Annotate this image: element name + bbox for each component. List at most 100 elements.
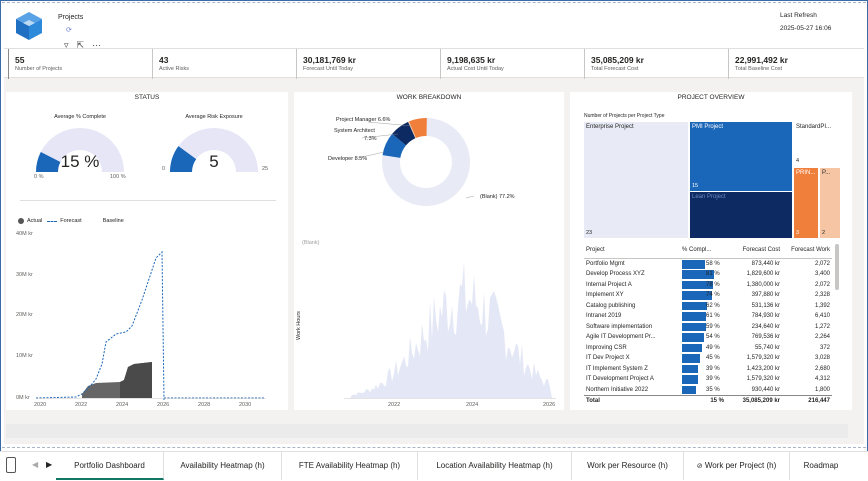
cell-percent-complete: 54 % xyxy=(680,332,726,343)
col-project[interactable]: Project xyxy=(584,244,680,259)
table-row[interactable]: Implement XY 74 % 397,880 kr 2,328 xyxy=(584,290,832,301)
treemap-p[interactable]: P... 2 xyxy=(820,168,840,238)
donut-segment-developer[interactable] xyxy=(382,133,406,158)
cell-forecast-cost: 531,136 kr xyxy=(751,302,780,309)
table-scrollbar[interactable] xyxy=(835,244,839,290)
work-breakdown-donut[interactable] xyxy=(380,116,472,208)
col-forecast-cost[interactable]: Forecast Cost xyxy=(726,244,782,259)
more-options-icon[interactable]: ⋯ xyxy=(92,40,102,50)
filter-clear-icon[interactable]: ⟳ xyxy=(66,27,72,34)
percent-text: 54 % xyxy=(706,334,720,341)
cost-over-time-chart[interactable] xyxy=(36,234,266,400)
total-label: Total xyxy=(584,394,680,407)
page-tabs-bar: ◀ ▶ Portfolio Dashboard Availability Hea… xyxy=(0,451,868,480)
cell-forecast-work: 2,072 xyxy=(814,281,830,288)
kpi-number-of-projects[interactable]: 55 Number of Projects xyxy=(8,49,118,79)
cell-percent-complete: 61 % xyxy=(680,311,726,322)
donut-label-developer: Developer 8.5% xyxy=(328,156,368,162)
gauge-min: 0 % xyxy=(34,174,44,180)
cell-project: IT Dev Project X xyxy=(586,355,630,362)
cell-forecast-work: 1,800 xyxy=(814,386,830,393)
donut-leader-lines xyxy=(357,121,475,199)
report-header: Projects ⟳ ▿ ⇱ ⋯ Last Refresh 2025-05-27… xyxy=(4,4,864,50)
donut-segment-blank[interactable] xyxy=(382,118,471,207)
treemap-enterprise-project[interactable]: Enterprise Project 23 xyxy=(584,122,688,238)
cell-project: Northern Initiative 2022 xyxy=(586,386,649,393)
treemap-pmi-project[interactable]: PMI Project 15 xyxy=(690,122,792,191)
donut-segment-project-manager[interactable] xyxy=(409,118,427,138)
projects-slicer-label[interactable]: Projects xyxy=(58,14,84,21)
cell-percent-complete: 45 % xyxy=(680,353,726,364)
percent-text: 74 % xyxy=(706,292,720,299)
cell-percent-complete: 59 % xyxy=(680,322,726,333)
kpi-actual-cost-until-today[interactable]: 9,198,635 kr Actual Cost Until Today xyxy=(440,49,580,79)
tab-roadmap[interactable]: Roadmap xyxy=(803,461,839,470)
col-forecast-work[interactable]: Forecast Work xyxy=(782,244,832,259)
legend-forecast: Forecast xyxy=(60,218,82,224)
tab-portfolio-dashboard[interactable]: Portfolio Dashboard xyxy=(56,452,164,480)
donut-segment-system-architect[interactable] xyxy=(392,121,416,146)
table-row[interactable]: Improving CSR 49 % 55,740 kr 372 xyxy=(584,343,832,354)
status-title: STATUS xyxy=(134,94,160,101)
percent-text: 61 % xyxy=(706,313,720,320)
treemap-prince[interactable]: PRIN... 3 xyxy=(794,168,818,238)
kpi-forecast-until-today[interactable]: 30,181,769 kr Forecast Until Today xyxy=(296,49,436,79)
treemap-standardpi[interactable]: StandardPI... 4 xyxy=(794,122,840,166)
tab-scroll-right-icon[interactable]: ▶ xyxy=(46,460,53,469)
treemap-title: Number of Projects per Project Type xyxy=(584,113,665,119)
kpi-value: 35,085,209 kr xyxy=(591,55,644,65)
tab-scroll-left-icon[interactable]: ◀ xyxy=(32,460,39,469)
treemap-label: Enterprise Project xyxy=(586,124,634,130)
percent-bar xyxy=(682,312,707,321)
tab-availability-heatmap[interactable]: Availability Heatmap (h) xyxy=(164,452,282,480)
kpi-row: 55 Number of Projects 43 Active Risks 30… xyxy=(4,48,864,79)
work-hours-area-chart[interactable] xyxy=(344,250,556,400)
treemap-count: 3 xyxy=(796,230,800,236)
table-row[interactable]: IT Development Project A 39 % 1,579,320 kr… xyxy=(584,374,832,385)
table-row[interactable]: Software implementation 59 % 234,640 kr 1,2… xyxy=(584,322,832,333)
tab-work-per-project[interactable]: ⊘ Work per Project (h) xyxy=(684,452,790,480)
treemap-count: 23 xyxy=(586,230,593,236)
cell-forecast-work: 1,272 xyxy=(814,323,830,330)
pages-pane-icon[interactable] xyxy=(6,457,16,473)
table-row[interactable]: Intranet 2019 61 % 784,930 kr 6,410 xyxy=(584,311,832,322)
kpi-active-risks[interactable]: 43 Active Risks xyxy=(152,49,292,79)
work-hours-area xyxy=(344,261,556,398)
table-row[interactable]: Catalog publishing 62 % 531,136 kr 1,392 xyxy=(584,301,832,312)
cell-project: IT Development Project A xyxy=(586,376,654,383)
cell-project: Intranet 2019 xyxy=(586,313,622,320)
x-tick: 2030 xyxy=(239,402,252,408)
percent-complete-gauge[interactable] xyxy=(30,124,130,174)
table-total-row: Total 15 % 35,085,209 kr 216,447 xyxy=(584,394,832,407)
treemap-count: 15 xyxy=(692,183,699,189)
tab-fte-availability-heatmap[interactable]: FTE Availability Heatmap (h) xyxy=(282,452,418,480)
table-row[interactable]: Northern Initiative 2022 35 % 930,440 kr 1,… xyxy=(584,385,832,396)
legend-actual: Actual xyxy=(27,218,43,224)
tab-location-availability-heatmap[interactable]: Location Availability Heatmap (h) xyxy=(418,452,572,480)
table-row[interactable]: Internal Project A 78 % 1,380,000 kr 2,072 xyxy=(584,280,832,291)
table-row[interactable]: Develop Process XYZ 81 % 1,829,600 kr 3,400 xyxy=(584,269,832,280)
kpi-value: 43 xyxy=(159,55,169,65)
risk-exposure-gauge[interactable] xyxy=(164,124,264,174)
work-hours-axis-label: Work Hours xyxy=(296,311,302,340)
kpi-total-baseline-cost[interactable]: 22,991,492 kr Total Baseline Cost xyxy=(728,49,858,79)
cell-forecast-work: 2,264 xyxy=(814,334,830,341)
y-tick: 10M kr xyxy=(16,353,33,359)
kpi-label: Total Baseline Cost xyxy=(735,66,783,72)
table-row[interactable]: IT Dev Project X 45 % 1,579,320 kr 3,028 xyxy=(584,353,832,364)
treemap-lean-project[interactable]: Lean Project xyxy=(690,192,792,238)
tab-work-per-resource[interactable]: Work per Resource (h) xyxy=(572,452,684,480)
table-row[interactable]: IT Implement System Z 39 % 1,423,200 kr 2,6… xyxy=(584,364,832,375)
table-row[interactable]: Agile IT Development Pr... 54 % 769,536 kr… xyxy=(584,332,832,343)
focus-mode-icon[interactable]: ⇱ xyxy=(76,40,85,50)
donut-segment-other[interactable] xyxy=(408,121,416,139)
kpi-total-forecast-cost[interactable]: 35,085,209 kr Total Forecast Cost xyxy=(584,49,724,79)
gauge-value: 5 xyxy=(209,152,219,171)
percent-text: 45 % xyxy=(706,355,720,362)
col-percent-complete[interactable]: % Compl... xyxy=(680,244,726,259)
funnel-icon[interactable]: ▿ xyxy=(64,40,69,50)
project-table[interactable]: Project % Compl... Forecast Cost Forecas… xyxy=(584,244,832,407)
y-tick: 40M kr xyxy=(16,231,33,237)
table-row[interactable]: Portfolio Mgmt 58 % 873,440 kr 2,072 xyxy=(584,259,832,270)
tab-label: Work per Project (h) xyxy=(704,461,777,470)
